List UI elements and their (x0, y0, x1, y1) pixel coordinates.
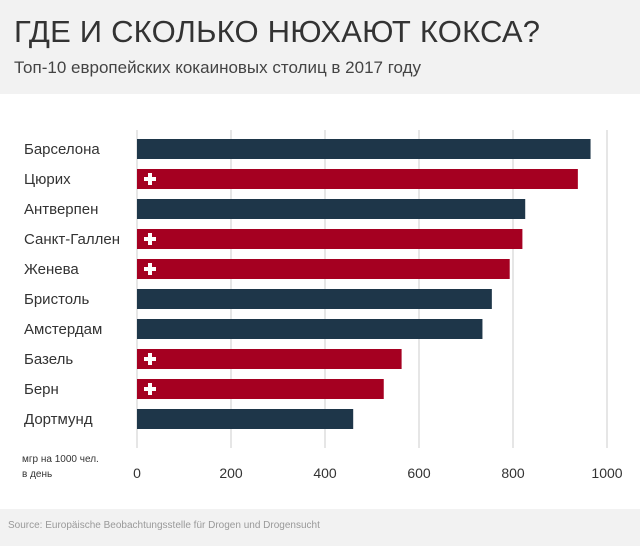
chart-subtitle: Топ-10 европейских кокаиновых столиц в 2… (14, 58, 422, 77)
bar-10 (137, 409, 354, 429)
bar-chart: Барселона Цюрих Антверпен Санкт-Галлен Женев… (22, 130, 623, 481)
category-label: Берн (24, 381, 59, 398)
footer: Source: Europäische Beobachtungsstelle f… (0, 509, 640, 546)
bar-7 (137, 319, 483, 339)
category-label: Антверпен (24, 201, 98, 218)
bar-9 (137, 379, 384, 399)
x-tick-label: 600 (407, 465, 431, 481)
tick-layer: 0 200 400 600 800 1000 (133, 465, 623, 481)
category-label: Базель (24, 351, 73, 368)
bar-layer (137, 139, 591, 429)
source-note: Source: Europäische Beobachtungsstelle f… (8, 520, 320, 531)
bar-5 (137, 259, 510, 279)
category-label: Барселона (24, 141, 100, 158)
x-tick-label: 400 (313, 465, 337, 481)
x-tick-label: 200 (219, 465, 243, 481)
bar-2 (137, 169, 578, 189)
header: ГДЕ И СКОЛЬКО НЮХАЮТ КОКСА? Топ-10 европ… (0, 0, 640, 94)
category-label: Женева (24, 261, 79, 278)
swiss-cross-icon (144, 173, 156, 185)
swiss-cross-icon (144, 353, 156, 365)
swiss-cross-icon (144, 383, 156, 395)
unit-label-line-2: в день (22, 469, 52, 480)
category-label: Дортмунд (24, 411, 93, 428)
bar-6 (137, 289, 492, 309)
unit-label-line-1: мгр на 1000 чел. (22, 454, 99, 465)
bar-3 (137, 199, 526, 219)
category-label: Цюрих (24, 171, 71, 188)
x-tick-label: 800 (501, 465, 525, 481)
swiss-cross-icon (144, 263, 156, 275)
swiss-cross-icon (144, 233, 156, 245)
x-tick-label: 0 (133, 465, 141, 481)
category-label: Амстердам (24, 321, 102, 338)
category-label: Санкт-Галлен (24, 231, 120, 248)
bar-8 (137, 349, 402, 369)
bar-1 (137, 139, 591, 159)
category-label: Бристоль (24, 291, 90, 308)
chart-title: ГДЕ И СКОЛЬКО НЮХАЮТ КОКСА? (14, 14, 541, 49)
bar-4 (137, 229, 523, 249)
label-layer: Барселона Цюрих Антверпен Санкт-Галлен Женев… (24, 141, 120, 428)
x-tick-label: 1000 (591, 465, 622, 481)
